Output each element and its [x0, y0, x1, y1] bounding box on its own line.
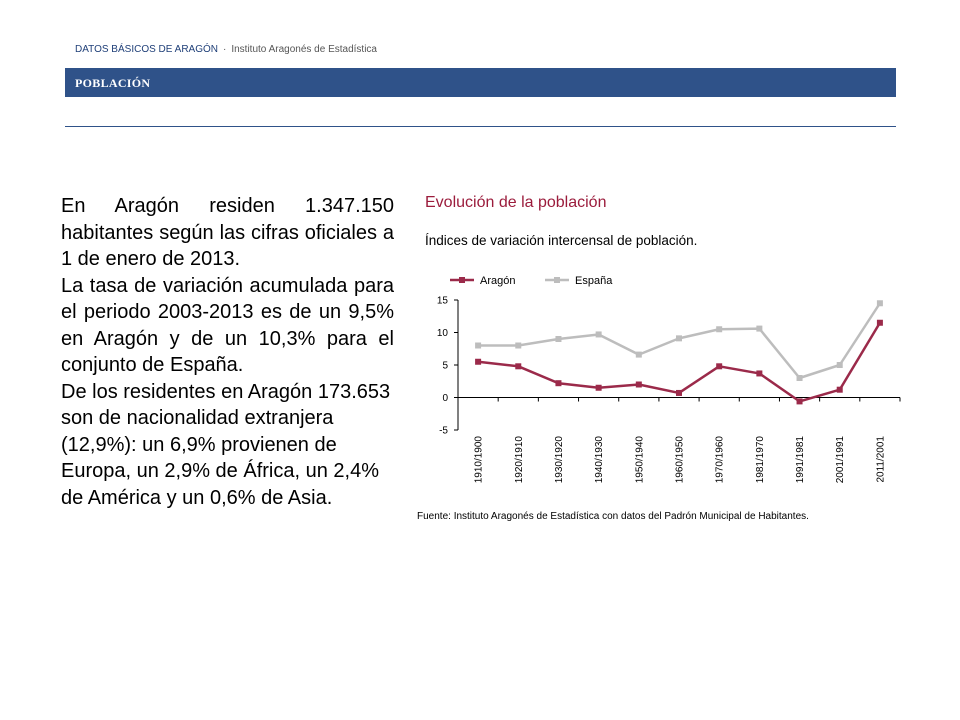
- data-point: [756, 370, 763, 377]
- data-point: [515, 363, 522, 370]
- data-point: [756, 325, 763, 332]
- data-point: [595, 384, 602, 391]
- y-tick-label: -5: [439, 426, 448, 437]
- data-point: [475, 342, 482, 349]
- data-point: [676, 389, 682, 396]
- header-line: DATOS BÁSICOS DE ARAGÓN · Instituto Aragon…: [75, 44, 377, 55]
- data-point: [796, 375, 803, 381]
- x-tick-label: 2001/1991: [835, 436, 846, 484]
- x-tick-label: 1930/1920: [554, 436, 565, 484]
- y-tick-label: 5: [442, 361, 448, 372]
- x-tick-label: 1981/1970: [755, 436, 766, 484]
- section-title: POBLACIÓN: [75, 76, 151, 90]
- x-tick-label: 1970/1960: [715, 436, 726, 484]
- paragraph-variation: La tasa de variación acumulada para el p…: [61, 274, 394, 377]
- data-point: [555, 380, 562, 387]
- chart-subtitle: Índices de variación intercensal de pobl…: [425, 233, 698, 248]
- chart-title: Evolución de la población: [425, 194, 607, 211]
- data-point: [836, 386, 843, 393]
- x-tick-label: 1960/1950: [675, 436, 686, 484]
- data-point: [635, 351, 642, 358]
- header-subtitle: Instituto Aragonés de Estadística: [231, 44, 377, 55]
- section-bar: POBLACIÓN: [65, 68, 896, 97]
- data-point: [475, 358, 482, 365]
- data-point: [595, 331, 602, 338]
- x-tick-label: 1991/1981: [795, 436, 806, 484]
- y-tick-label: 10: [437, 328, 449, 339]
- body-text: En Aragón residen 1.347.150 habitantes s…: [61, 193, 394, 511]
- x-tick-label: 1920/1910: [514, 436, 525, 484]
- data-point: [716, 326, 723, 333]
- data-point: [635, 381, 642, 388]
- header-separator: ·: [223, 44, 227, 55]
- x-tick-label: 1950/1940: [634, 436, 645, 484]
- legend-marker: [554, 277, 560, 283]
- data-point: [876, 319, 883, 326]
- data-point: [876, 300, 883, 307]
- legend-marker: [459, 277, 465, 283]
- paragraph-residents: En Aragón residen 1.347.150 habitantes s…: [61, 195, 394, 270]
- y-tick-label: 0: [442, 393, 448, 404]
- x-tick-label: 2011/2001: [875, 436, 886, 483]
- data-point: [676, 335, 682, 342]
- chart-source: Fuente: Instituto Aragonés de Estadístic…: [417, 511, 809, 522]
- x-tick-label: 1940/1930: [594, 436, 605, 484]
- header-title: DATOS BÁSICOS DE ARAGÓN: [75, 44, 218, 55]
- divider: [65, 126, 896, 127]
- data-point: [515, 342, 522, 349]
- data-point: [555, 336, 562, 342]
- data-point: [836, 362, 843, 368]
- data-point: [716, 363, 723, 370]
- series-line-aragon: [477, 322, 881, 403]
- x-tick-label: 1910/1900: [474, 436, 485, 484]
- data-point: [796, 398, 803, 405]
- paragraph-foreigners: De los residentes en Aragón 173.653 son …: [61, 380, 391, 509]
- legend-label: Aragón: [480, 275, 515, 287]
- legend-label: España: [575, 275, 613, 287]
- y-tick-label: 15: [437, 296, 449, 307]
